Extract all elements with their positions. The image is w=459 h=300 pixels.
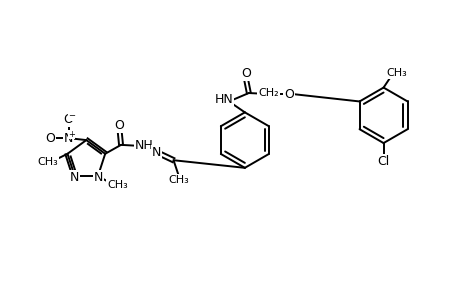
Text: NH: NH	[134, 139, 153, 152]
Text: +: +	[68, 130, 75, 139]
Text: N: N	[94, 171, 103, 184]
Text: CH₃: CH₃	[106, 180, 128, 190]
Text: CH₂: CH₂	[258, 88, 278, 98]
Text: CH₃: CH₃	[168, 175, 189, 185]
Text: O: O	[114, 118, 124, 132]
Text: O: O	[45, 132, 55, 145]
Text: Cl: Cl	[377, 155, 389, 168]
Text: HN: HN	[214, 94, 233, 106]
Text: O: O	[63, 113, 73, 126]
Text: CH₃: CH₃	[386, 68, 406, 78]
Text: N: N	[151, 146, 161, 159]
Text: N: N	[64, 132, 73, 145]
Text: CH₃: CH₃	[38, 157, 58, 167]
Text: −: −	[68, 112, 75, 121]
Text: O: O	[283, 88, 293, 100]
Text: O: O	[241, 67, 250, 80]
Text: N: N	[69, 171, 78, 184]
